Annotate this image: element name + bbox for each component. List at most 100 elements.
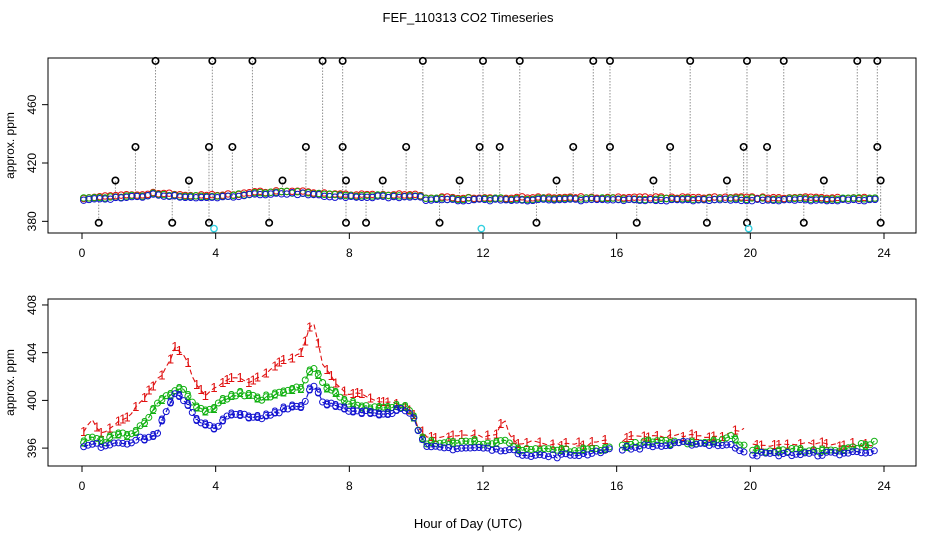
bottom-series3-point	[245, 413, 253, 421]
bottom-series1-label: 1	[510, 432, 517, 447]
bottom-series3-point	[162, 408, 170, 416]
bottom-series2-point	[123, 432, 131, 440]
top-outlier-point	[552, 176, 561, 185]
top-series3-point	[293, 190, 302, 199]
top-series2-point	[304, 189, 312, 197]
bottom-series3-point	[540, 451, 548, 459]
bottom-series1-label: 1	[645, 429, 652, 444]
bottom-series2-label: 2	[176, 381, 183, 396]
bottom-series1-label: 1	[810, 437, 817, 452]
bottom-series3-point	[571, 451, 579, 459]
top-outlier-point	[168, 218, 177, 227]
bottom-series3-point	[836, 451, 844, 459]
top-outlier-point	[362, 218, 371, 227]
top-series2-point	[384, 191, 393, 200]
bottom-series3-point	[358, 409, 366, 417]
top-series3-point	[347, 192, 355, 201]
bottom-series2-label: 2	[536, 444, 543, 459]
bottom-y-tick-label: 408	[25, 295, 39, 315]
bottom-series2-label: 2	[254, 390, 261, 405]
bottom-series2-label: 2	[210, 401, 217, 416]
bottom-series1-label: 1	[753, 437, 760, 452]
bottom-series3-point	[627, 445, 635, 453]
bottom-series2-point	[836, 447, 844, 455]
top-x-tick-label: 16	[610, 246, 624, 260]
bottom-series2-label: 2	[158, 392, 165, 407]
top-series3-point	[133, 192, 141, 201]
bottom-series2-point	[644, 438, 652, 446]
bottom-series3-label: 3	[167, 394, 174, 409]
bottom-series3-point	[262, 412, 270, 420]
bottom-series3-label: 3	[271, 405, 278, 420]
bottom-series3-point	[844, 449, 852, 457]
bottom-series2-point	[862, 442, 870, 450]
bottom-series1-label: 1	[536, 435, 543, 450]
bottom-series3-point	[458, 444, 466, 452]
bottom-series1-label: 1	[823, 436, 830, 451]
bottom-series2-label: 2	[393, 398, 400, 413]
bottom-series3-point	[306, 386, 314, 394]
top-series3-point	[849, 195, 858, 204]
top-series3-point	[566, 195, 574, 203]
bottom-series3-label: 3	[158, 412, 165, 427]
top-series1-point	[652, 193, 660, 201]
bottom-series1-label: 1	[228, 370, 235, 385]
bottom-series3-point	[792, 450, 800, 458]
top-y-tick-label: 460	[25, 94, 39, 114]
bottom-series2-point	[449, 439, 457, 447]
bottom-series2-point	[597, 446, 605, 454]
top-outlier-point	[779, 56, 788, 65]
bottom-series2-label: 2	[797, 442, 804, 457]
top-series2-point	[293, 188, 302, 196]
bottom-series2-point	[145, 413, 153, 421]
top-series3-point	[513, 196, 521, 204]
top-outlier-point	[341, 218, 350, 227]
top-outlier-point	[739, 142, 748, 151]
bottom-series1-label: 1	[97, 425, 104, 440]
bottom-series3-point	[297, 403, 305, 411]
bottom-series1-label: 1	[402, 399, 409, 414]
bottom-series2-point	[727, 432, 735, 440]
bottom-series2-point	[297, 385, 305, 393]
bottom-x-tick-label: 20	[744, 479, 758, 493]
bottom-series2-label: 2	[623, 439, 630, 454]
top-series3-point	[176, 193, 184, 201]
bottom-series1-label: 1	[653, 428, 660, 443]
top-series3-point	[224, 192, 232, 200]
bottom-series2-point	[579, 445, 587, 453]
top-series3-point	[785, 195, 794, 204]
top-series3-point	[165, 192, 173, 201]
bottom-series1-label: 1	[197, 382, 204, 397]
bottom-series2-point	[553, 446, 561, 454]
bottom-series3-point	[440, 444, 448, 452]
bottom-series2-label: 2	[384, 400, 391, 415]
top-outlier-point	[515, 56, 524, 65]
bottom-series3-label: 3	[358, 405, 365, 420]
top-series3-point	[689, 196, 697, 205]
top-outlier-point	[378, 176, 387, 185]
bottom-series2-point	[740, 441, 748, 449]
bottom-series2-label: 2	[601, 441, 608, 456]
bottom-series2-point	[792, 445, 800, 453]
bottom-series3-label: 3	[236, 407, 243, 422]
bottom-series1-label: 1	[150, 378, 157, 393]
top-outlier-point	[131, 142, 140, 151]
top-series3-point	[336, 192, 345, 200]
bottom-x-tick-label: 12	[476, 479, 490, 493]
bottom-series1-label: 1	[775, 437, 782, 452]
bottom-series3-point	[805, 449, 813, 457]
bottom-series1-label: 1	[158, 367, 165, 382]
bottom-series2-point	[336, 393, 344, 401]
top-outlier-point	[702, 218, 711, 227]
bottom-series3-point	[236, 411, 244, 419]
bottom-series3-label: 3	[176, 388, 183, 403]
bottom-series3-label: 3	[323, 396, 330, 411]
bottom-series2-label: 2	[280, 385, 287, 400]
bottom-series3-point	[849, 448, 857, 456]
top-series3-point	[710, 195, 719, 204]
top-series3-point	[427, 196, 435, 204]
bottom-series3-label: 3	[219, 413, 226, 428]
bottom-series3-point	[762, 449, 770, 457]
top-series3-point	[491, 195, 500, 203]
bottom-series3-label: 3	[384, 406, 391, 421]
